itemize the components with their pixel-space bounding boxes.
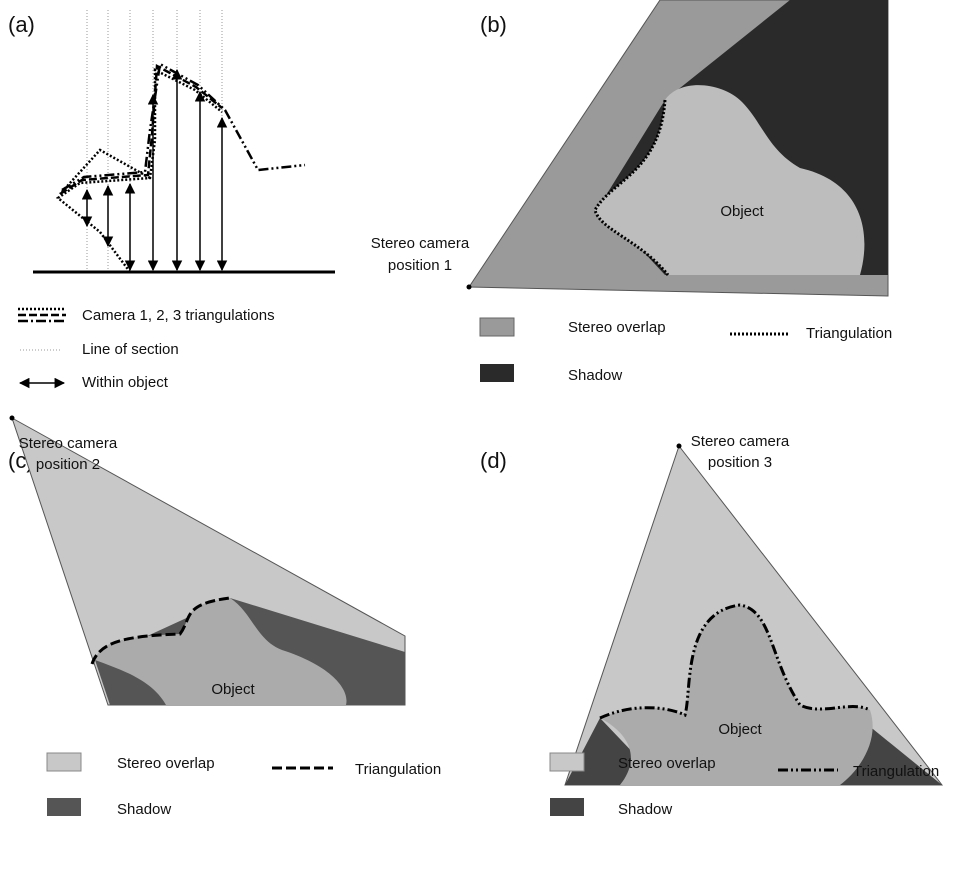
legend-label: Triangulation: [806, 325, 892, 342]
panel-d: (d) Stereo camera position 3 Object Ster…: [480, 433, 944, 818]
object-label: Object: [718, 721, 762, 738]
panel-c: (c) Stereo camera position 2 Object Ster…: [8, 415, 441, 818]
panel-label: (d): [480, 448, 507, 473]
object: [600, 605, 873, 785]
legend-label: Line of section: [82, 341, 179, 358]
legend-label: Triangulation: [355, 761, 441, 778]
legend-label: Camera 1, 2, 3 triangulations: [82, 307, 275, 324]
object-label: Object: [211, 681, 255, 698]
camera-label: position 2: [36, 456, 100, 473]
object: [95, 598, 347, 705]
object: [595, 85, 865, 275]
legend-label: Shadow: [618, 801, 672, 818]
panel-a: (a) Camera 1, 2, 3 triangulation: [8, 10, 335, 391]
camera-label: Stereo camera: [691, 433, 790, 450]
camera-label: Stereo camera: [19, 435, 118, 452]
legend-label: Stereo overlap: [618, 755, 716, 772]
legend-label: Triangulation: [853, 763, 939, 780]
legend-label: Within object: [82, 374, 169, 391]
panel-b: (b) Stereo camera position 1 Object Ster…: [371, 0, 892, 384]
legend-label: Stereo overlap: [568, 319, 666, 336]
legend-label: Shadow: [117, 801, 171, 818]
camera-label: position 3: [708, 454, 772, 471]
camera-label: Stereo camera: [371, 235, 470, 252]
profiles: [55, 62, 306, 273]
legend-label: Stereo overlap: [117, 755, 215, 772]
panel-label: (b): [480, 12, 507, 37]
camera-label: position 1: [388, 257, 452, 274]
panel-label: (a): [8, 12, 35, 37]
legend-label: Shadow: [568, 367, 622, 384]
object-label: Object: [720, 203, 764, 220]
